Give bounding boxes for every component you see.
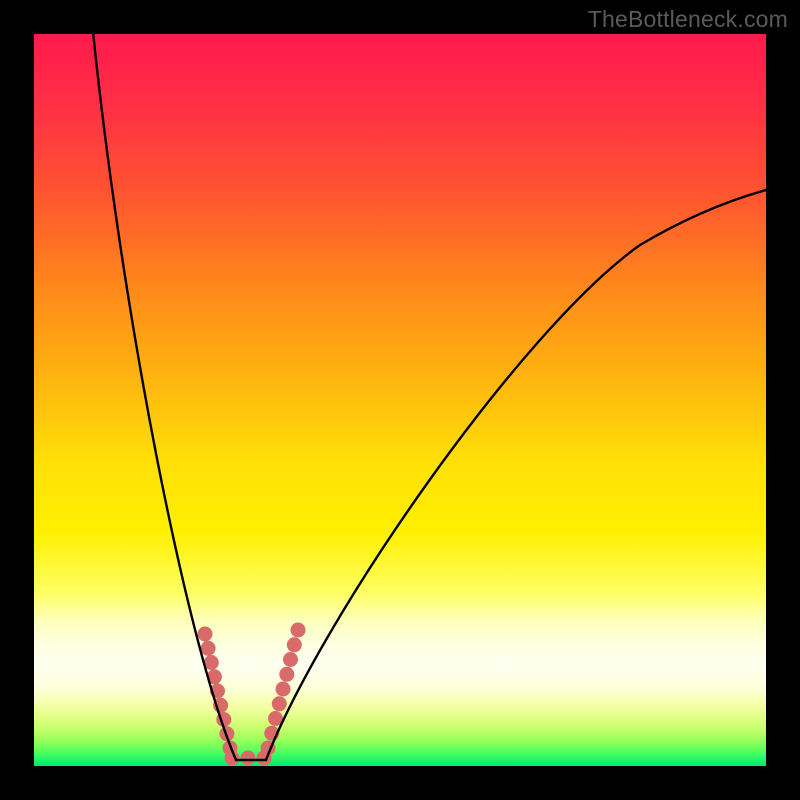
dip-highlight-dot: [276, 682, 291, 697]
dip-highlight-dot: [201, 641, 216, 656]
watermark-text: TheBottleneck.com: [588, 6, 788, 33]
chart-svg: [0, 0, 800, 800]
dip-highlight-dot: [287, 637, 302, 652]
bottleneck-chart: TheBottleneck.com: [0, 0, 800, 800]
dip-highlight-dot: [279, 667, 294, 682]
dip-highlight-dot: [272, 696, 287, 711]
dip-highlight-dot: [291, 623, 306, 638]
gradient-panel: [34, 34, 766, 766]
dip-highlight-dot: [198, 627, 213, 642]
dip-highlight-dot: [241, 751, 256, 766]
dip-highlight-dot: [283, 652, 298, 667]
